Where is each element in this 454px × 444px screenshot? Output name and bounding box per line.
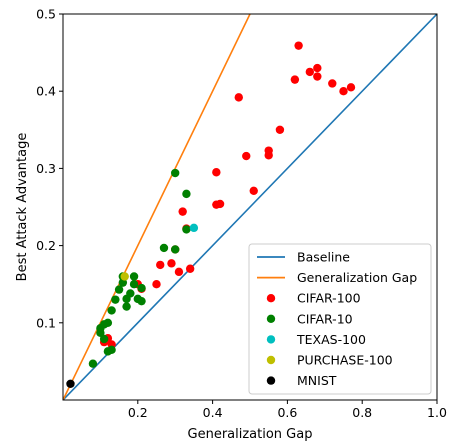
legend-dot-swatch — [266, 355, 276, 365]
point-cifar-100 — [346, 83, 356, 92]
legend-dot-swatch — [266, 335, 276, 344]
point-cifar-10 — [129, 280, 139, 289]
y-axis-label: Best Attack Advantage — [15, 133, 30, 282]
point-cifar-10 — [122, 302, 131, 311]
point-cifar-100 — [339, 87, 348, 96]
point-cifar-100 — [156, 260, 165, 270]
y-tick-label: 0.2 — [36, 238, 56, 253]
point-cifar-10 — [159, 243, 169, 253]
point-cifar-10 — [96, 328, 105, 338]
point-cifar-10 — [103, 318, 113, 327]
point-cifar-10 — [171, 168, 180, 178]
x-tick-label: 1.0 — [427, 405, 447, 420]
point-cifar-100 — [290, 75, 300, 84]
point-cifar-100 — [328, 79, 337, 88]
y-tick-label: 0.1 — [36, 315, 56, 330]
y-tick-label: 0.3 — [36, 161, 56, 176]
legend-label: Generalization Gap — [297, 270, 417, 285]
point-cifar-10 — [88, 359, 98, 368]
data-points — [66, 41, 356, 388]
x-axis-label: Generalization Gap — [188, 427, 313, 442]
point-cifar-10 — [99, 334, 109, 344]
point-cifar-100 — [152, 280, 161, 289]
point-cifar-10 — [129, 272, 139, 281]
legend-label: CIFAR-100 — [297, 291, 361, 306]
point-cifar-100 — [249, 186, 258, 195]
point-cifar-100 — [242, 151, 251, 161]
legend-box — [248, 243, 432, 395]
point-cifar-100 — [174, 267, 184, 277]
reference-lines — [63, 14, 437, 400]
y-tick-label: 0.5 — [36, 7, 56, 22]
line-generalization-gap — [63, 14, 251, 400]
point-cifar-10 — [111, 295, 120, 304]
point-cifar-100 — [294, 41, 303, 50]
y-tick-label: 0.4 — [36, 84, 56, 99]
point-cifar-100 — [212, 168, 221, 177]
point-cifar-100 — [305, 67, 315, 77]
axis-ticks: 0.2 0.4 0.6 0.8 1.0 0.1 0.2 0.3 0.4 0.5 — [36, 7, 447, 421]
legend-label: TEXAS-100 — [296, 332, 366, 347]
point-cifar-10 — [171, 245, 180, 254]
legend-label: Baseline — [297, 250, 350, 265]
point-cifar-100 — [313, 72, 322, 81]
point-mnist — [66, 379, 75, 388]
point-purchase-100 — [120, 272, 129, 281]
legend-dot-swatch — [266, 376, 276, 385]
legend-label: PURCHASE-100 — [297, 353, 393, 368]
point-cifar-10 — [103, 347, 113, 356]
point-cifar-10 — [114, 285, 124, 294]
point-cifar-100 — [313, 63, 322, 73]
line-baseline — [63, 14, 437, 400]
x-tick-label: 0.4 — [203, 405, 223, 420]
x-tick-label: 0.8 — [352, 405, 372, 420]
x-tick-label: 0.6 — [277, 405, 297, 420]
point-cifar-100 — [234, 93, 243, 102]
point-cifar-100 — [178, 207, 187, 216]
point-cifar-10 — [182, 189, 191, 199]
plot-frame — [62, 13, 438, 401]
point-cifar-100 — [275, 125, 285, 134]
point-cifar-10 — [137, 296, 146, 306]
point-cifar-100 — [185, 264, 195, 273]
point-cifar-100 — [264, 151, 273, 160]
point-cifar-10 — [107, 306, 116, 315]
point-cifar-10 — [137, 283, 146, 293]
point-cifar-100 — [167, 259, 176, 268]
legend-dot-swatch — [266, 294, 276, 303]
point-texas-100 — [189, 223, 199, 233]
x-tick-label: 0.2 — [128, 405, 148, 420]
point-cifar-100 — [212, 200, 221, 209]
legend: Baseline Generalization Gap CIFAR-100 CIFAR… — [248, 243, 432, 395]
legend-label: MNIST — [297, 373, 337, 388]
point-cifar-10 — [182, 225, 191, 234]
legend-label: CIFAR-10 — [297, 311, 353, 326]
point-cifar-10 — [122, 294, 131, 304]
legend-dot-swatch — [266, 314, 276, 323]
